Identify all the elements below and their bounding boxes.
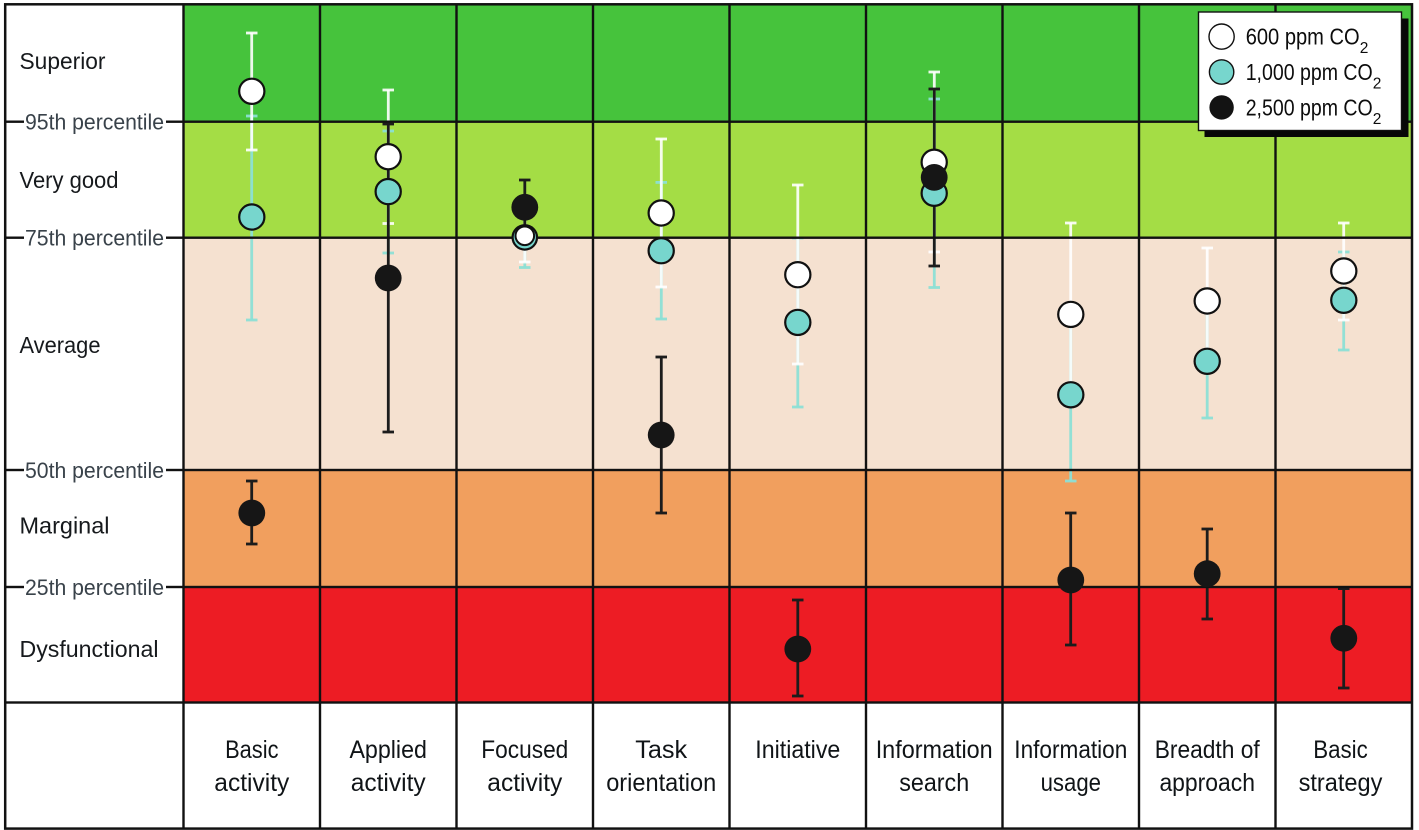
svg-text:2,500 ppm CO2: 2,500 ppm CO2: [1246, 94, 1382, 128]
svg-text:activity: activity: [214, 769, 289, 797]
svg-text:orientation: orientation: [606, 769, 716, 797]
svg-text:strategy: strategy: [1299, 769, 1383, 797]
svg-text:Initiative: Initiative: [755, 736, 840, 764]
svg-text:75th percentile: 75th percentile: [25, 226, 164, 251]
svg-text:Focused: Focused: [481, 736, 568, 764]
svg-text:Task: Task: [635, 736, 687, 764]
svg-text:Basic: Basic: [225, 736, 279, 764]
svg-text:Information: Information: [1014, 736, 1127, 764]
svg-text:Superior: Superior: [20, 48, 106, 74]
svg-text:95th percentile: 95th percentile: [25, 110, 164, 135]
svg-text:Breadth of: Breadth of: [1155, 736, 1261, 764]
svg-text:1,000 ppm CO2: 1,000 ppm CO2: [1246, 59, 1382, 93]
svg-text:Very good: Very good: [20, 167, 119, 193]
svg-text:Basic: Basic: [1313, 736, 1368, 764]
svg-text:activity: activity: [351, 769, 426, 797]
svg-text:usage: usage: [1041, 769, 1101, 797]
svg-text:Applied: Applied: [349, 736, 427, 764]
svg-text:25th percentile: 25th percentile: [25, 575, 164, 600]
svg-text:Dysfunctional: Dysfunctional: [20, 636, 159, 662]
svg-text:Marginal: Marginal: [20, 513, 110, 539]
svg-text:activity: activity: [487, 769, 562, 797]
svg-text:approach: approach: [1159, 769, 1255, 797]
svg-text:Average: Average: [20, 332, 101, 358]
svg-text:search: search: [899, 769, 969, 797]
svg-text:600 ppm CO2: 600 ppm CO2: [1246, 24, 1369, 58]
svg-text:Information: Information: [876, 736, 993, 764]
svg-text:50th percentile: 50th percentile: [25, 458, 164, 483]
